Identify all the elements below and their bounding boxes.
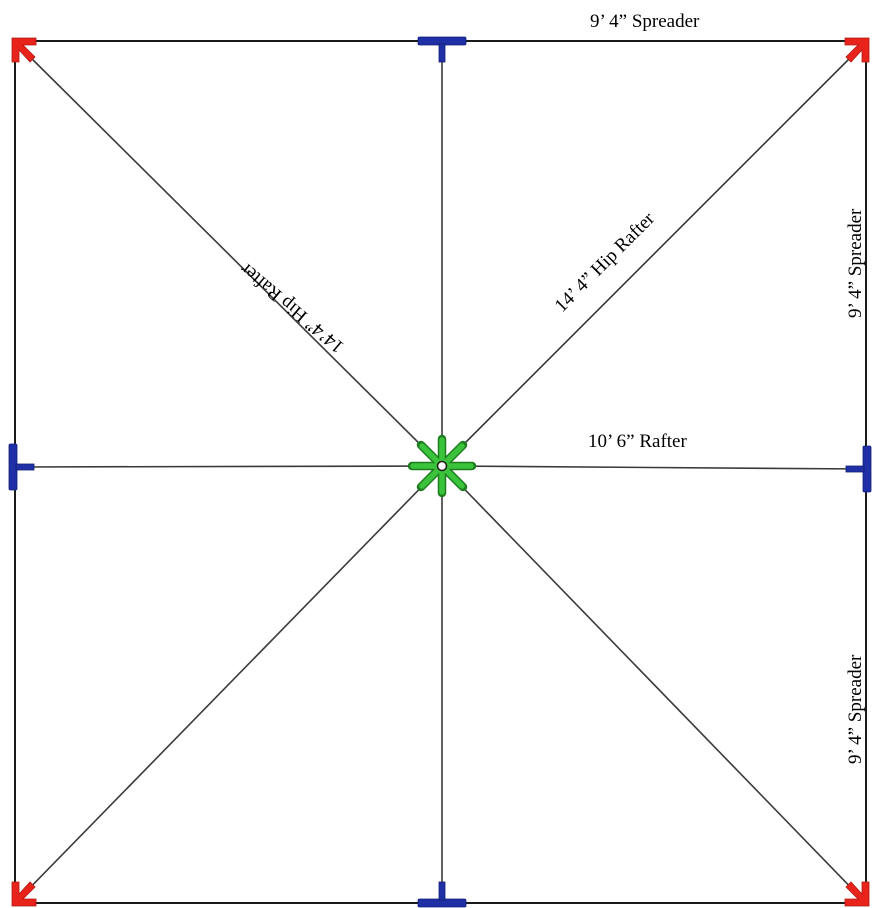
hip-rafter-lower-right	[441, 465, 864, 901]
red-corner-bracket-icon	[11, 37, 37, 63]
corner-connectors	[11, 37, 870, 907]
blue-t-connector-icon	[417, 36, 467, 63]
upper-left-hip-rafter-label: 14’4” Hip Rafter	[236, 258, 349, 357]
blue-t-connector-icon	[8, 443, 35, 491]
red-corner-bracket-icon	[11, 881, 37, 907]
red-corner-bracket-icon	[844, 881, 870, 907]
hip-rafter-upper-right	[441, 44, 864, 467]
rafters	[14, 41, 867, 903]
blue-t-connector-icon	[845, 445, 872, 493]
horizontal-rafter-left	[14, 465, 443, 468]
hip-rafter-lower-left	[17, 465, 443, 901]
horizontal-rafter-right	[441, 465, 867, 470]
dimension-labels: 9’ 4” Spreader 9’ 4” Spreader 9’ 4” Spre…	[236, 11, 866, 764]
right-lower-spreader-label: 9’ 4” Spreader	[845, 654, 866, 764]
blue-t-connector-icon	[417, 881, 467, 908]
right-upper-spreader-label: 9’ 4” Spreader	[845, 208, 866, 318]
hip-rafters	[17, 44, 864, 901]
right-rafter-label: 10’ 6” Rafter	[588, 431, 687, 452]
t-connectors	[8, 36, 872, 908]
red-corner-bracket-icon	[844, 37, 870, 63]
upper-right-hip-rafter-label: 14’ 4” Hip Rafter	[551, 208, 660, 317]
top-spreader-label: 9’ 4” Spreader	[590, 11, 700, 32]
green-star-hub-icon	[407, 434, 477, 498]
hip-rafter-upper-left	[17, 44, 443, 467]
